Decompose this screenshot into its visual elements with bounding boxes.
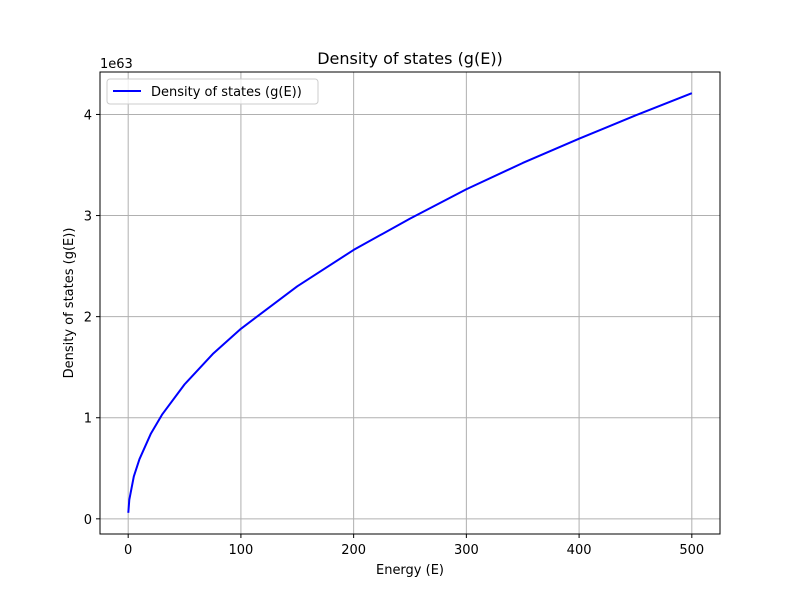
y-tick-label: 1	[84, 412, 92, 427]
x-tick-label: 300	[454, 543, 479, 558]
y-axis-offset-label: 1e63	[100, 57, 133, 72]
series-line	[127, 92, 693, 513]
chart-title: Density of states (g(E))	[317, 49, 503, 68]
y-tick-label: 0	[84, 513, 92, 528]
x-tick-label: 100	[228, 543, 253, 558]
x-tick-label: 400	[567, 543, 592, 558]
plot-area	[99, 71, 721, 535]
y-tick-label: 2	[84, 311, 92, 326]
x-tick-label: 500	[679, 543, 704, 558]
legend-label: Density of states (g(E))	[151, 85, 302, 100]
axes-background	[100, 72, 720, 534]
legend: Density of states (g(E))	[106, 78, 319, 105]
y-axis-label: Density of states (g(E))	[62, 228, 77, 379]
legend-box	[106, 78, 319, 105]
x-tick-label: 200	[341, 543, 366, 558]
ticks-layer: 0 100 200 300 400 500 0 1 2 3 4	[84, 108, 705, 558]
grid	[100, 72, 720, 534]
x-axis-label: Energy (E)	[376, 563, 444, 578]
y-tick-label: 3	[84, 210, 92, 225]
axes-frame	[99, 71, 721, 535]
x-tick-label: 0	[124, 543, 132, 558]
y-tick-label: 4	[84, 108, 92, 123]
series-layer	[127, 92, 693, 513]
